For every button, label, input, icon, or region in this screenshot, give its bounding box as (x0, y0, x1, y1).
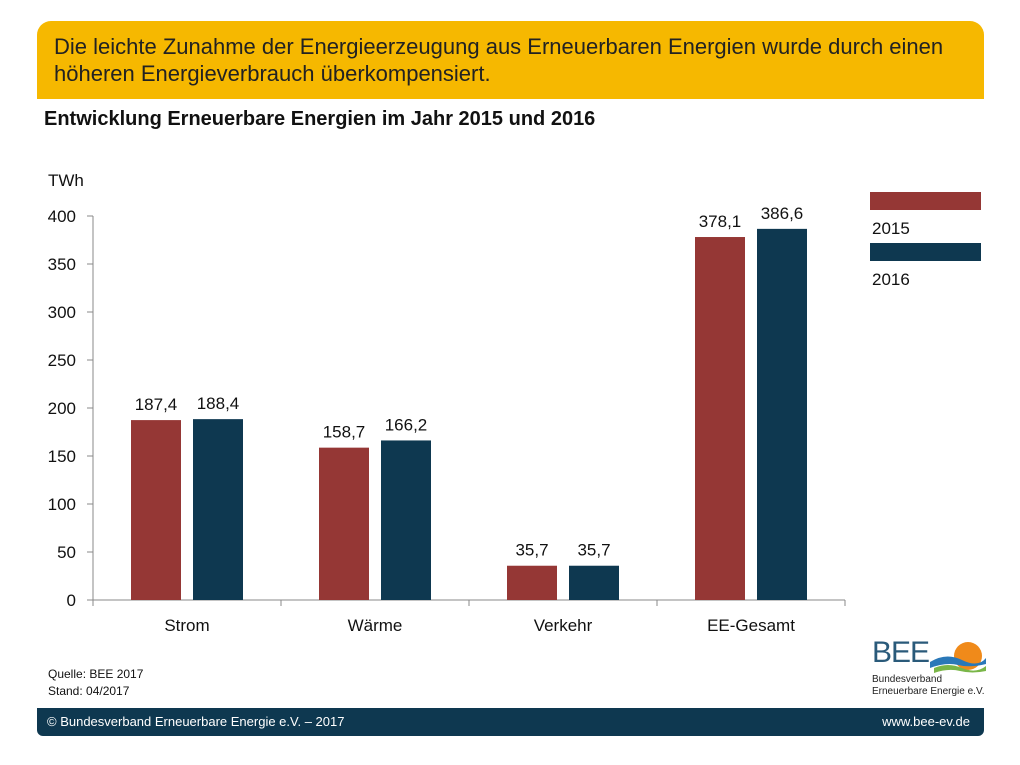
bar-2016-Verkehr (569, 565, 619, 600)
footer-copyright: © Bundesverband Erneuerbare Energie e.V.… (47, 714, 345, 729)
y-tick-label: 400 (48, 207, 76, 226)
data-label: 378,1 (699, 212, 742, 231)
bar-2016-Wärme (381, 440, 431, 600)
legend-label: 2015 (872, 219, 910, 238)
source-line: Quelle: BEE 2017 (48, 667, 144, 681)
y-axis-label: TWh (48, 171, 84, 190)
data-label: 188,4 (197, 394, 240, 413)
footer-website-link[interactable]: www.bee-ev.de (882, 714, 970, 729)
y-tick-label: 200 (48, 399, 76, 418)
y-tick-label: 50 (57, 543, 76, 562)
status-line: Stand: 04/2017 (48, 684, 130, 698)
sun-wave-icon (930, 642, 986, 673)
logo-wordmark: BEE (872, 636, 930, 669)
bar-2015-EE-Gesamt (695, 237, 745, 601)
bar-2015-Strom (131, 420, 181, 600)
x-tick-label: Strom (164, 616, 209, 635)
y-tick-label: 100 (48, 495, 76, 514)
logo-line2: Erneuerbare Energie e.V. (872, 686, 985, 697)
legend-swatch-2016 (870, 243, 981, 261)
data-label: 166,2 (385, 415, 428, 434)
banner-text: Die leichte Zunahme der Energieerzeugung… (54, 34, 944, 86)
legend-label: 2016 (872, 270, 910, 289)
bar-2016-EE-Gesamt (757, 228, 807, 600)
data-label: 187,4 (135, 395, 178, 414)
bar-2015-Verkehr (507, 565, 557, 600)
data-label: 386,6 (761, 204, 804, 223)
y-tick-label: 150 (48, 447, 76, 466)
y-tick-label: 250 (48, 351, 76, 370)
x-tick-label: Verkehr (534, 616, 593, 635)
bee-logo: BEE Bundesverband Erneuerbare Energie e.… (872, 636, 992, 700)
data-label: 158,7 (323, 423, 366, 442)
data-label: 35,7 (515, 541, 548, 560)
legend-swatch-2015 (870, 192, 981, 210)
logo-line1: Bundesverband (872, 674, 943, 685)
y-tick-label: 350 (48, 255, 76, 274)
y-tick-label: 300 (48, 303, 76, 322)
bar-2015-Wärme (319, 447, 369, 600)
x-tick-label: Wärme (348, 616, 403, 635)
header-banner: Die leichte Zunahme der Energieerzeugung… (37, 21, 984, 99)
y-tick-label: 0 (67, 591, 76, 610)
x-tick-label: EE-Gesamt (707, 616, 795, 635)
bar-chart: TWh 0 50 100 150 200 250 300 350 400 187,4 188,4 Str… (48, 171, 981, 635)
chart-title: Entwicklung Erneuerbare Energien im Jahr… (44, 108, 596, 130)
data-label: 35,7 (577, 541, 610, 560)
footer-bar: © Bundesverband Erneuerbare Energie e.V.… (37, 708, 984, 736)
bar-2016-Strom (193, 419, 243, 600)
